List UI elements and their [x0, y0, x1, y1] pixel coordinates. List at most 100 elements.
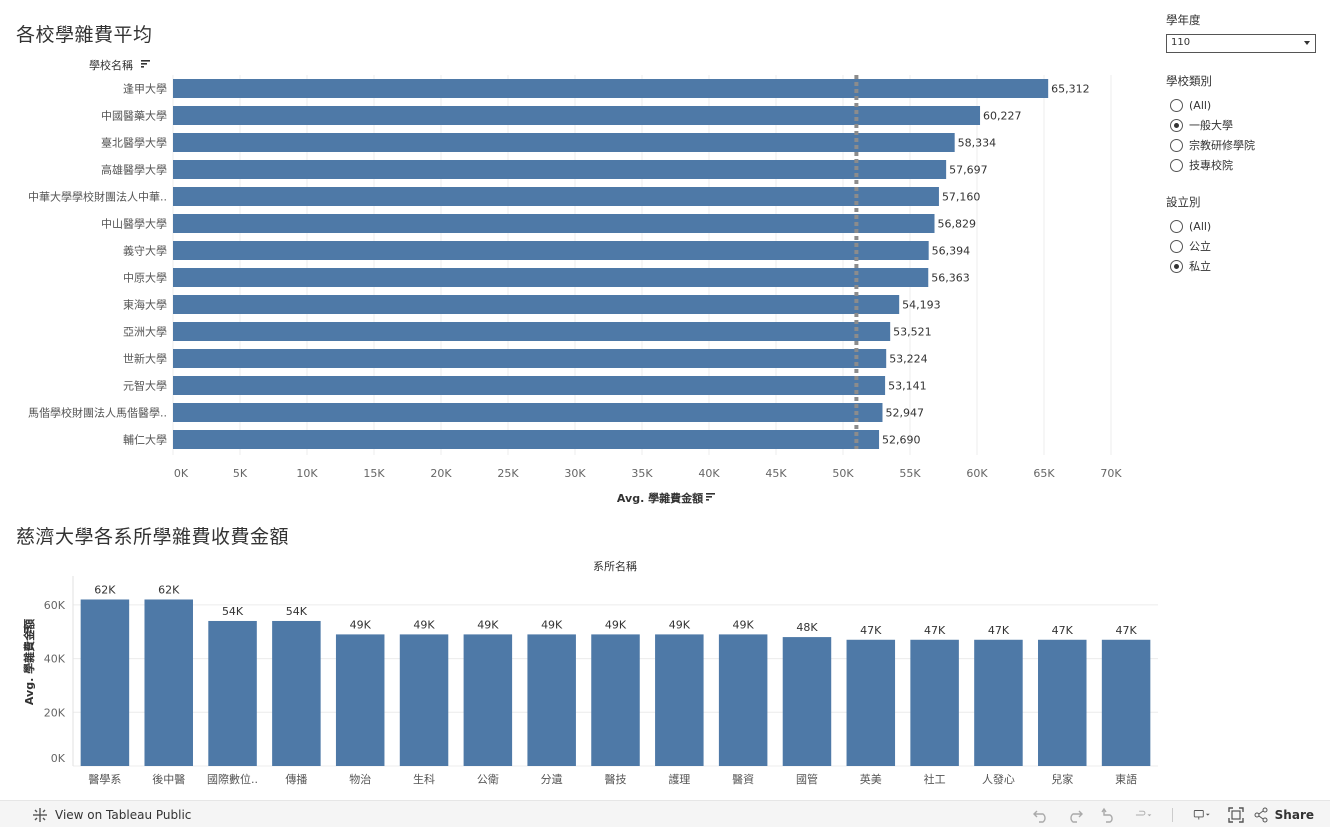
bar-value-label: 65,312 [1051, 83, 1090, 96]
bar [399, 634, 449, 766]
bar-value-label: 49K [350, 618, 372, 631]
bar [463, 634, 513, 766]
radio-icon[interactable] [1170, 219, 1183, 233]
bar-value-label: 57,160 [942, 191, 981, 204]
establish-option[interactable]: 私立 [1166, 256, 1321, 276]
bar-value-label: 49K [477, 618, 499, 631]
bar-value-label: 53,224 [889, 353, 928, 366]
department-label: 醫資 [732, 773, 754, 786]
x-axis-title: Avg. 學雜費金額 [617, 491, 703, 505]
bar-value-label: 53,141 [888, 380, 927, 393]
share-button[interactable]: Share [1253, 807, 1314, 823]
x-tick-label: 60K [966, 467, 988, 480]
bar-value-label: 48K [796, 621, 818, 634]
bar [173, 376, 886, 395]
sort-icon-line [706, 493, 715, 495]
undo-icon [1032, 810, 1046, 823]
school-label: 中原大學 [123, 271, 167, 285]
radio-icon[interactable] [1170, 138, 1183, 152]
bar [173, 106, 981, 125]
column-header: 系所名稱 [593, 559, 637, 573]
bar-value-label: 60,227 [983, 110, 1022, 123]
redo-button[interactable] [1066, 807, 1084, 823]
radio-icon[interactable] [1170, 259, 1183, 273]
x-tick-label: 10K [296, 467, 318, 480]
x-tick-label: 15K [363, 467, 385, 480]
establish-option[interactable]: (All) [1166, 216, 1321, 236]
radio-icon[interactable] [1170, 118, 1183, 132]
y-tick-label: 40K [44, 653, 66, 666]
year-dropdown[interactable]: 110 [1166, 34, 1316, 53]
school-type-option-label: 一般大學 [1189, 119, 1233, 132]
share-label: Share [1274, 807, 1314, 822]
bar [974, 639, 1023, 766]
school-label: 輔仁大學 [123, 433, 167, 447]
y-tick-label: 0K [51, 752, 66, 765]
fullscreen-button[interactable] [1227, 806, 1245, 823]
school-type-option[interactable]: 一般大學 [1166, 115, 1321, 135]
bar [144, 599, 193, 766]
sort-icon-line [141, 66, 144, 68]
department-label: 後中醫 [152, 772, 185, 786]
refresh-button[interactable] [1134, 807, 1152, 823]
refresh-icon [1135, 810, 1152, 816]
x-tick-label: 70K [1100, 467, 1122, 480]
undo-button[interactable] [1032, 807, 1050, 823]
department-label: 公衛 [477, 773, 499, 786]
bar-value-label: 47K [1115, 624, 1137, 637]
radio-icon[interactable] [1170, 239, 1183, 253]
school-label: 臺北醫學大學 [101, 136, 167, 150]
bar [80, 599, 130, 766]
department-label: 兒家 [1051, 772, 1073, 786]
view-on-tableau-link[interactable]: View on Tableau Public [32, 807, 191, 823]
establish-option-label: 公立 [1189, 240, 1211, 253]
school-type-radio-group: (All) 一般大學宗教研修學院技專校院 [1166, 95, 1321, 175]
bar [173, 79, 1049, 98]
bar [173, 349, 887, 368]
filter-panel: 學年度 110 學校類別 (All) 一般大學 宗教研修學院 技專校院 設立別 (Al… [1166, 12, 1321, 295]
x-tick-label: 0K [174, 467, 189, 480]
school-label: 逢甲大學 [123, 82, 167, 96]
device-preview-button[interactable] [1193, 807, 1211, 823]
establish-option[interactable]: 公立 [1166, 236, 1321, 256]
sort-icon-line [141, 60, 150, 62]
bar [173, 187, 939, 206]
x-tick-label: 20K [430, 467, 452, 480]
bar [591, 634, 640, 766]
y-tick-label: 60K [44, 599, 66, 612]
radio-icon[interactable] [1170, 158, 1183, 172]
sort-icon-line [30, 630, 32, 633]
revert-button[interactable] [1100, 807, 1118, 823]
department-label: 醫技 [605, 773, 627, 786]
school-type-option[interactable]: 宗教研修學院 [1166, 135, 1321, 155]
school-label: 高雄醫學大學 [101, 163, 167, 177]
sort-icon-line [706, 496, 712, 498]
school-type-option-label: 宗教研修學院 [1189, 139, 1255, 152]
bar-value-label: 56,363 [931, 272, 970, 285]
bar-value-label: 56,829 [938, 218, 977, 231]
bar-value-label: 49K [669, 618, 691, 631]
bar [527, 634, 576, 766]
bar [655, 634, 704, 766]
school-type-option[interactable]: 技專校院 [1166, 155, 1321, 175]
sort-icon-line [141, 63, 147, 65]
establish-option-label: 私立 [1189, 260, 1211, 273]
radio-icon[interactable] [1170, 98, 1183, 112]
department-label: 物治 [349, 772, 371, 786]
year-filter-label: 學年度 [1166, 13, 1201, 27]
sort-icon-line [27, 627, 29, 633]
establish-filter-label: 設立別 [1166, 195, 1201, 209]
bar-value-label: 54,193 [902, 299, 941, 312]
x-tick-label: 45K [765, 467, 787, 480]
bar [1101, 639, 1151, 766]
bar-value-label: 52,690 [882, 434, 921, 447]
school-label: 元智大學 [123, 379, 167, 393]
bar [173, 214, 935, 233]
bar-value-label: 62K [94, 583, 116, 596]
bar [173, 268, 929, 287]
department-label: 社工 [924, 772, 946, 786]
school-label: 世新大學 [123, 352, 167, 366]
bar [272, 620, 321, 766]
school-type-option[interactable]: (All) [1166, 95, 1321, 115]
chart2-title: 慈濟大學各系所學雜費收費金額 [16, 526, 290, 548]
